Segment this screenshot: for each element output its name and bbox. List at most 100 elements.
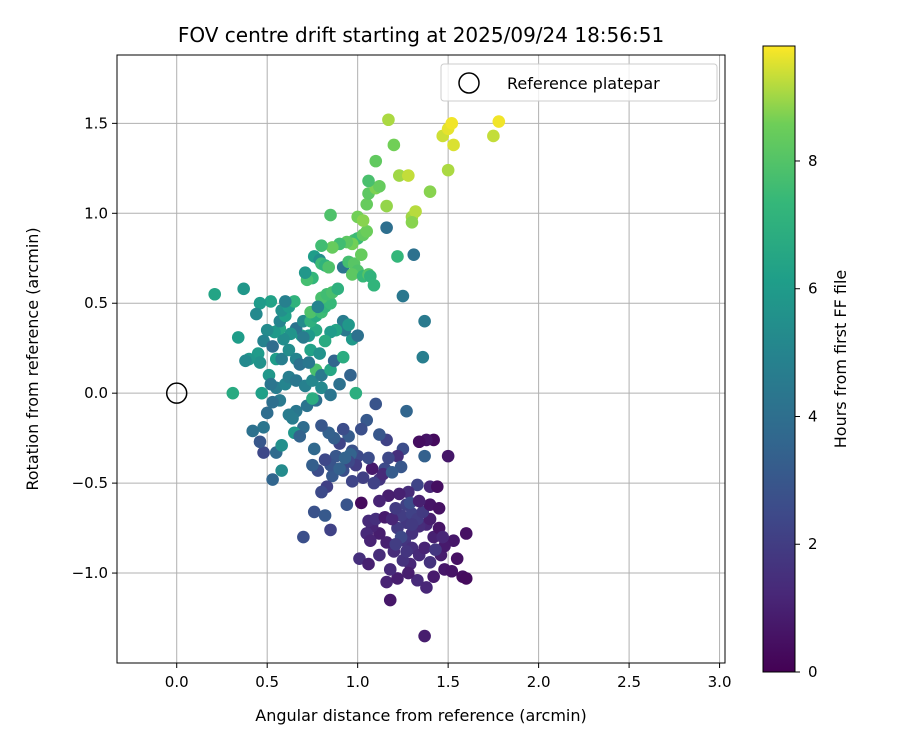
- data-point: [400, 404, 413, 418]
- data-point: [326, 241, 339, 254]
- data-point: [253, 435, 267, 449]
- data-point: [288, 295, 301, 308]
- data-point: [351, 329, 364, 342]
- y-tick-label: 0.5: [84, 294, 108, 312]
- data-point: [418, 449, 431, 463]
- data-point: [356, 471, 370, 485]
- data-point: [275, 352, 288, 366]
- grid-lines: [117, 55, 725, 663]
- data-point: [373, 180, 386, 193]
- data-point: [289, 374, 303, 387]
- data-point: [282, 343, 296, 357]
- data-point: [387, 138, 401, 152]
- data-point: [389, 502, 402, 515]
- colorbar-tick-label: 0: [808, 663, 818, 681]
- data-point: [423, 185, 437, 199]
- data-point: [429, 543, 442, 556]
- data-point: [380, 221, 393, 234]
- y-tick-label: −1.0: [72, 564, 108, 582]
- data-point: [373, 494, 386, 508]
- x-tick-label: 1.5: [436, 673, 460, 691]
- data-point: [412, 435, 426, 449]
- chart-title: FOV centre drift starting at 2025/09/24 …: [178, 23, 664, 47]
- data-point: [253, 356, 267, 369]
- data-point: [432, 502, 446, 515]
- data-point: [318, 334, 332, 348]
- data-point: [342, 318, 355, 332]
- x-axis-label: Angular distance from reference (arcmin): [255, 706, 586, 725]
- data-point: [246, 424, 260, 438]
- data-point: [208, 287, 222, 301]
- data-point: [297, 530, 310, 544]
- x-tick-label: 0.0: [165, 673, 189, 691]
- legend-box: [440, 63, 718, 102]
- x-tick-label: 3.0: [708, 673, 732, 691]
- data-point: [447, 138, 460, 152]
- data-point: [416, 350, 430, 364]
- data-point: [441, 449, 455, 463]
- colorbar-frame: [762, 45, 796, 673]
- colorbar-tick-label: 6: [808, 280, 818, 298]
- data-point: [266, 340, 279, 353]
- x-tick-label: 1.0: [346, 673, 370, 691]
- data-point: [367, 278, 381, 292]
- data-point: [423, 555, 437, 569]
- data-point: [324, 523, 337, 537]
- data-point: [278, 295, 292, 308]
- data-point: [333, 462, 346, 476]
- data-point: [430, 480, 444, 494]
- y-tick-label: 1.0: [84, 204, 108, 222]
- colorbar-ticks: 0 2 4 6 8: [795, 152, 818, 681]
- colorbar-tick-label: 4: [808, 407, 818, 425]
- data-point: [338, 451, 352, 465]
- data-point: [382, 451, 395, 465]
- data-point: [396, 289, 410, 303]
- data-point: [364, 534, 377, 547]
- data-point: [286, 412, 299, 425]
- data-point: [356, 214, 370, 227]
- data-point: [354, 422, 368, 436]
- data-point: [383, 593, 397, 607]
- data-point: [293, 430, 307, 443]
- data-point: [418, 541, 431, 555]
- data-point: [275, 464, 288, 477]
- data-point: [447, 534, 460, 547]
- y-axis-ticks: −1.0 −0.5 0.0 0.5 1.0 1.5: [72, 114, 117, 582]
- data-point: [266, 395, 279, 409]
- data-point: [298, 266, 312, 279]
- data-point: [487, 129, 500, 143]
- data-point: [418, 314, 431, 328]
- data-point: [411, 478, 424, 492]
- legend: Reference platepar: [440, 63, 718, 102]
- data-point: [369, 154, 383, 168]
- data-point: [239, 354, 252, 368]
- data-point: [459, 527, 473, 540]
- colorbar-tick-label: 8: [808, 152, 818, 170]
- data-point: [362, 451, 375, 465]
- legend-label: Reference platepar: [507, 74, 660, 93]
- data-point: [354, 496, 368, 510]
- data-point: [394, 460, 408, 474]
- data-point: [264, 377, 278, 391]
- data-point: [373, 548, 386, 562]
- colorbar-gradient: [763, 46, 795, 672]
- data-point: [340, 498, 354, 512]
- y-axis-label: Rotation from reference (arcmin): [23, 227, 42, 490]
- data-point: [349, 386, 363, 400]
- data-point: [365, 462, 379, 476]
- data-point: [277, 332, 290, 346]
- data-point: [315, 239, 328, 252]
- data-point: [354, 248, 368, 261]
- data-point: [362, 174, 375, 188]
- data-point: [302, 356, 316, 369]
- data-point: [306, 458, 319, 472]
- data-point: [411, 573, 424, 587]
- data-point: [306, 392, 319, 405]
- reference-platepar-marker: [165, 382, 188, 404]
- data-point: [336, 350, 350, 364]
- data-point: [345, 268, 359, 281]
- data-point: [318, 453, 332, 467]
- data-point: [237, 282, 250, 296]
- data-point: [405, 518, 419, 531]
- data-point: [389, 537, 402, 551]
